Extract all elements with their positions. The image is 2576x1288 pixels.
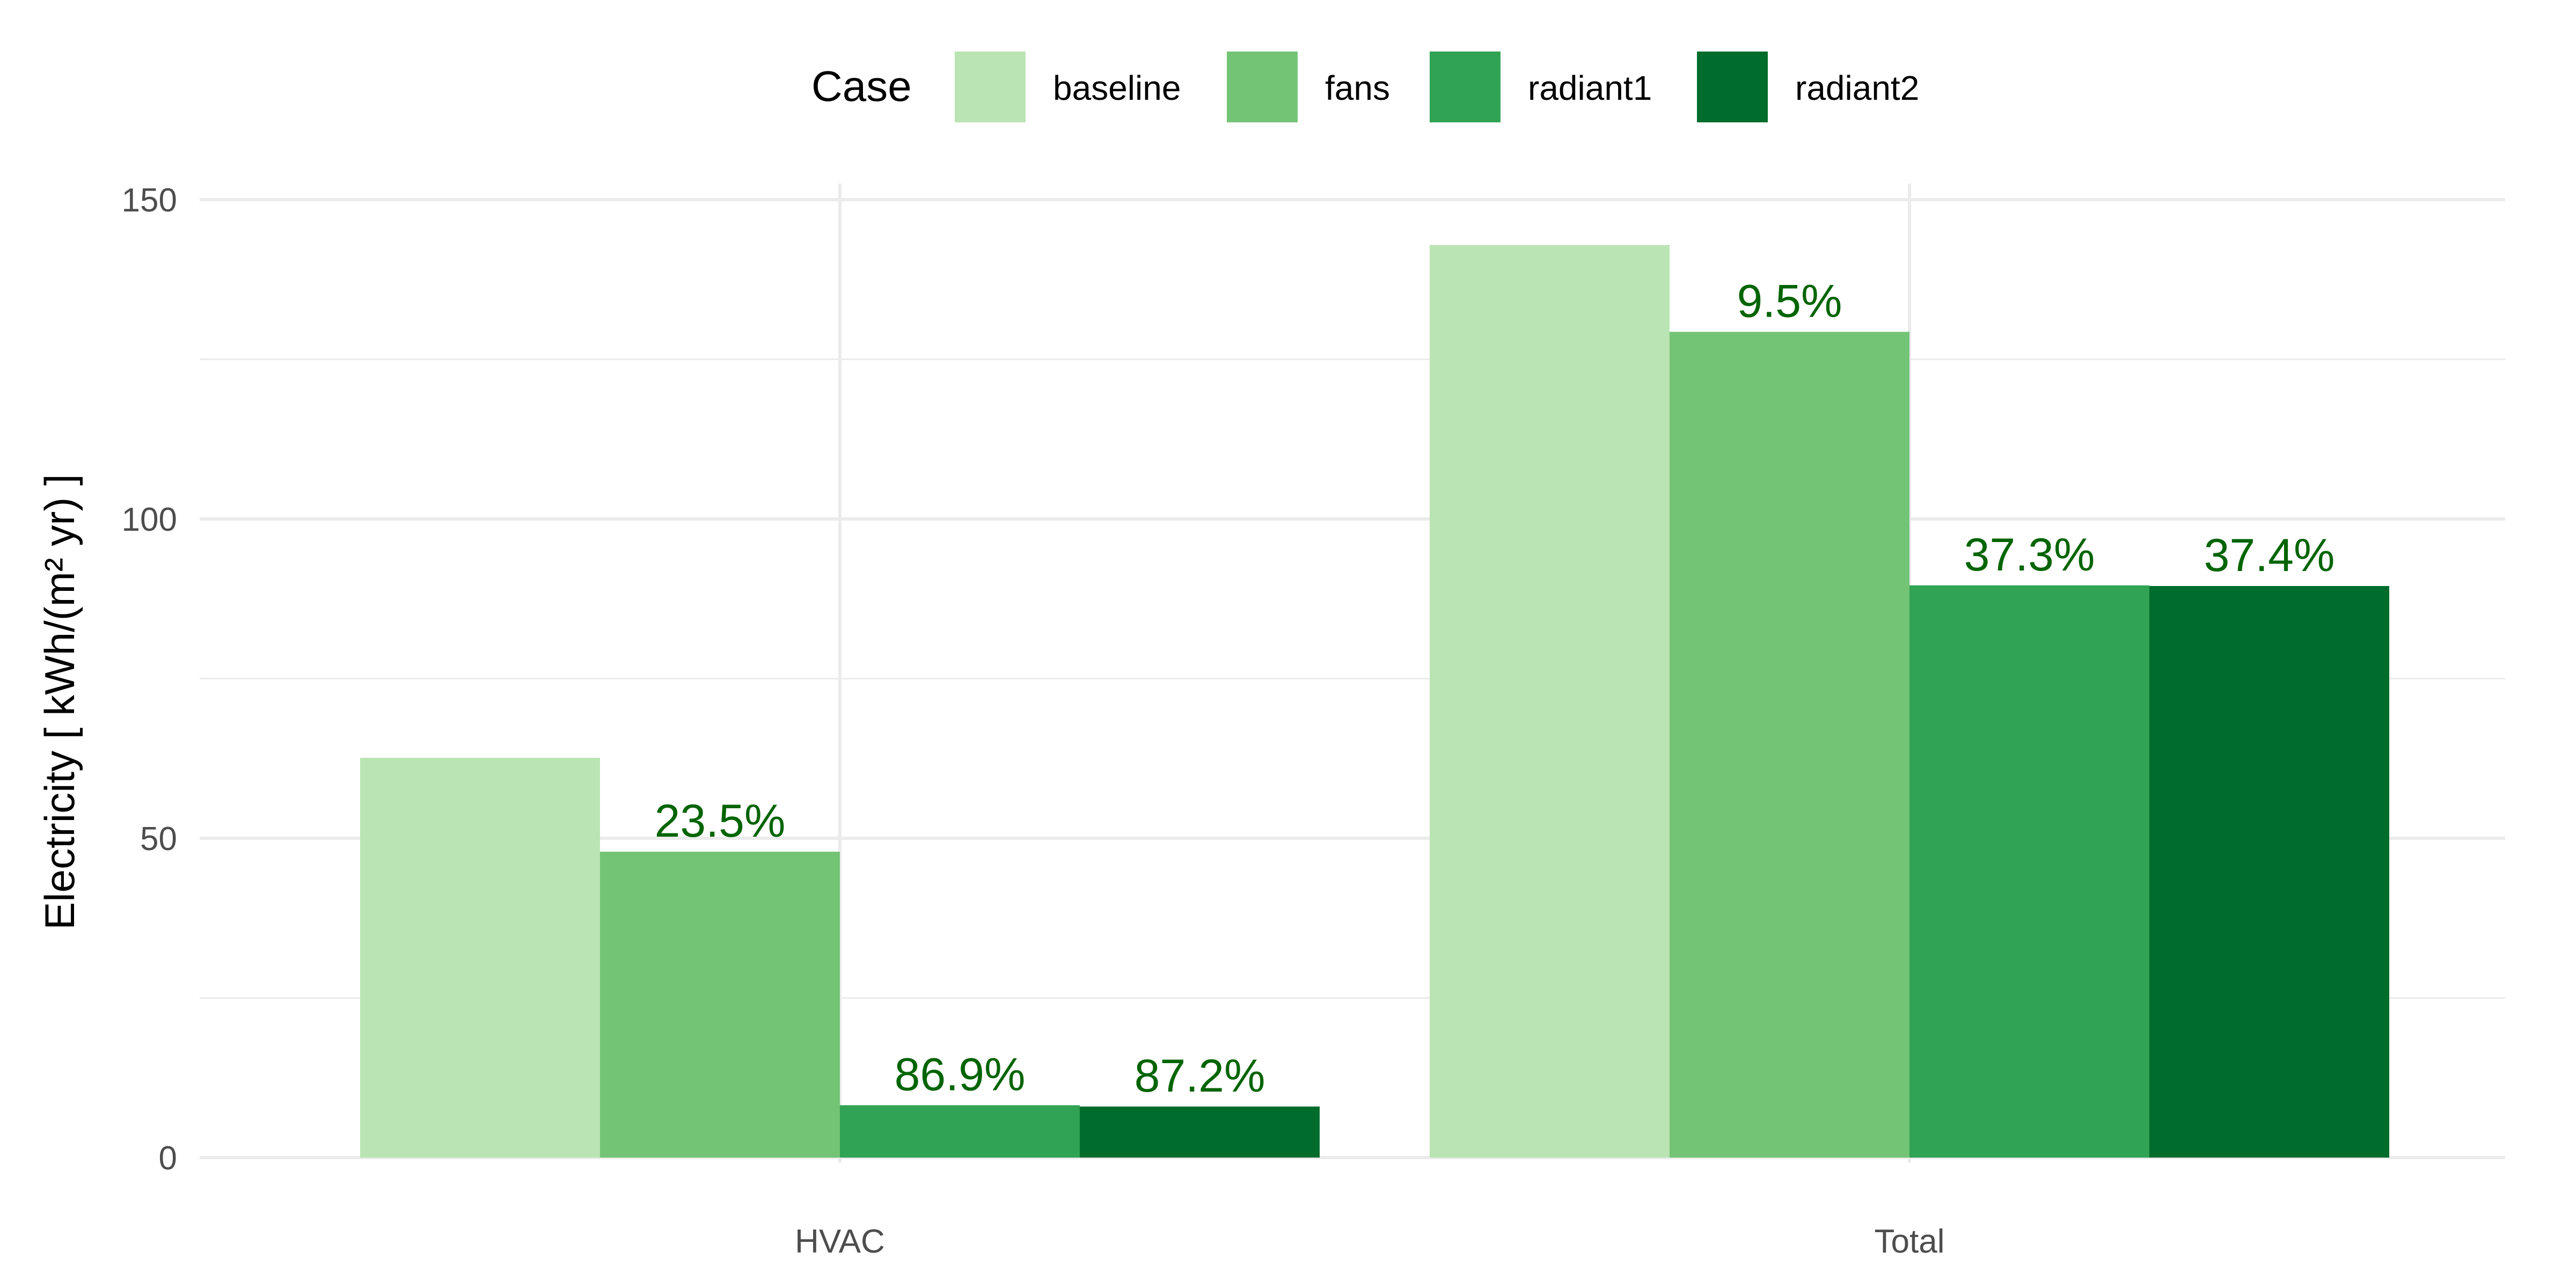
data-label-hvac-radiant1: 86.9%	[895, 1049, 1026, 1100]
data-label-total-fans: 9.5%	[1737, 275, 1842, 327]
bar-total-fans	[1670, 332, 1909, 1158]
legend-label-radiant2: radiant2	[1795, 69, 1919, 107]
y-tick-label: 150	[122, 182, 177, 219]
y-axis-title: Electricity [ kWh/(m² yr) ]	[36, 474, 83, 930]
bar-hvac-radiant1	[840, 1105, 1080, 1158]
y-axis-ticks: 0 50 100 150	[122, 182, 177, 1177]
x-tick-label-hvac: HVAC	[795, 1223, 885, 1260]
x-tick-label-total: Total	[1875, 1223, 1945, 1260]
data-label-total-radiant2: 37.4%	[2204, 530, 2335, 581]
legend: Case baseline fans radiant1 radiant2	[811, 52, 1919, 122]
legend-label-fans: fans	[1325, 69, 1390, 107]
bar-hvac-radiant2	[1080, 1106, 1320, 1158]
data-label-total-radiant1: 37.3%	[1964, 529, 2095, 581]
legend-title: Case	[811, 62, 912, 110]
bars	[360, 245, 2389, 1158]
x-axis-ticks: HVAC Total	[795, 1223, 1944, 1260]
legend-key-radiant1	[1430, 52, 1501, 122]
data-label-hvac-radiant2: 87.2%	[1135, 1050, 1265, 1102]
bar-hvac-fans	[600, 851, 840, 1158]
y-tick-label: 100	[122, 501, 177, 538]
legend-label-radiant1: radiant1	[1528, 69, 1652, 107]
y-tick-label: 50	[140, 821, 177, 858]
bar-total-radiant1	[1909, 585, 2149, 1158]
data-label-hvac-fans: 23.5%	[655, 795, 786, 847]
y-tick-label: 0	[159, 1140, 177, 1177]
bar-total-baseline	[1430, 245, 1670, 1158]
legend-key-radiant2	[1697, 52, 1768, 122]
bar-hvac-baseline	[360, 758, 600, 1158]
legend-key-fans	[1227, 52, 1298, 122]
data-labels: 23.5% 86.9% 87.2% 9.5% 37.3% 37.4%	[655, 275, 2335, 1101]
bar-total-radiant2	[2149, 586, 2389, 1158]
y-axis-title-main: Electricity [ kWh/(m² yr) ]	[36, 474, 83, 930]
legend-key-baseline	[955, 52, 1026, 122]
legend-label-baseline: baseline	[1053, 69, 1181, 107]
